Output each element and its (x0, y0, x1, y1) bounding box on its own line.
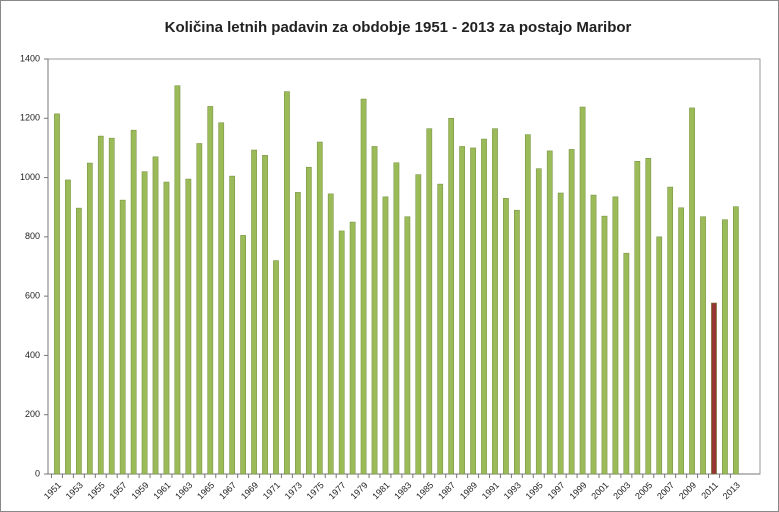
bar (514, 209, 520, 475)
bar (273, 260, 279, 475)
bar (130, 129, 137, 475)
bar (316, 141, 323, 475)
bar (700, 216, 706, 475)
bar (634, 161, 641, 475)
bar (76, 207, 82, 475)
y-tick-label: 800 (25, 231, 40, 241)
bar (601, 215, 608, 475)
bar (733, 206, 739, 475)
bar (415, 174, 422, 475)
bar (305, 166, 312, 475)
bar (481, 138, 487, 475)
y-tick-label: 400 (25, 350, 40, 360)
bar (612, 196, 619, 475)
bar (667, 186, 674, 475)
y-tick-label: 1200 (20, 113, 40, 123)
chart-title: Količina letnih padavin za obdobje 1951 … (165, 19, 632, 36)
y-tick-label: 200 (25, 409, 40, 419)
bar (196, 143, 203, 475)
bar (371, 146, 378, 475)
bar (546, 150, 553, 475)
bar (678, 207, 684, 475)
bar (470, 147, 476, 475)
bar (590, 194, 597, 475)
y-tick-label: 1000 (20, 172, 40, 182)
bar (426, 128, 433, 475)
bar (229, 175, 236, 475)
bar (557, 192, 564, 475)
bar (448, 118, 455, 475)
y-tick-label: 1400 (20, 53, 40, 63)
bar (97, 135, 104, 475)
bar (262, 155, 268, 475)
bar (645, 158, 652, 475)
bar (503, 198, 509, 475)
bar (54, 113, 60, 475)
bar (459, 146, 465, 475)
y-tick-label: 600 (25, 291, 40, 301)
bar (141, 171, 148, 475)
bar (382, 196, 389, 475)
bar (711, 302, 717, 475)
bar (174, 85, 181, 475)
bar (152, 156, 159, 475)
bar (656, 236, 663, 475)
bar (360, 98, 367, 475)
bar (338, 230, 345, 475)
bar (722, 219, 728, 475)
bar (108, 137, 115, 475)
bar (349, 221, 356, 475)
bar (207, 106, 214, 475)
y-tick-label: 0 (35, 468, 40, 478)
bar (327, 193, 334, 475)
bar (404, 216, 411, 475)
bar (568, 149, 575, 475)
bar (524, 134, 531, 475)
bar (218, 122, 225, 475)
bar (689, 107, 695, 475)
bar (119, 199, 126, 475)
bar (185, 178, 192, 475)
bar (284, 91, 290, 475)
bar (295, 192, 301, 475)
bar (623, 252, 630, 475)
bar (251, 149, 257, 475)
bar (492, 128, 498, 475)
bar (437, 183, 444, 475)
bar (65, 179, 71, 475)
bar (163, 181, 170, 475)
bar (535, 168, 542, 475)
bar (393, 162, 400, 475)
bar (579, 106, 586, 475)
bar (86, 162, 93, 475)
bar (240, 235, 246, 475)
